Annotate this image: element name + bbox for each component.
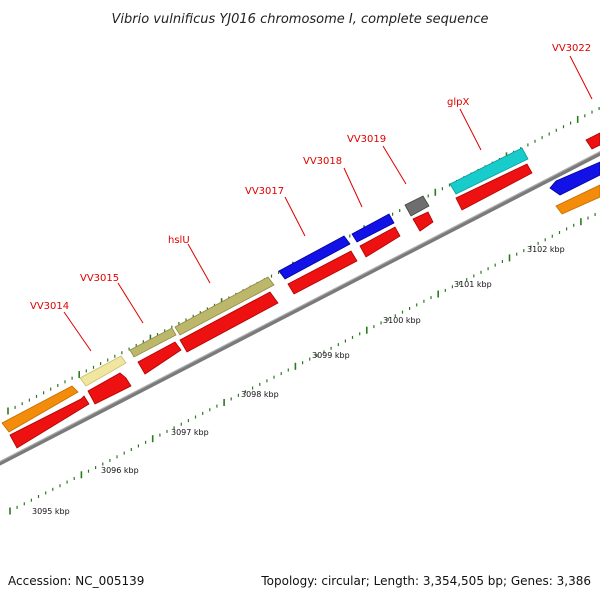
gene-feature[interactable]: [555, 184, 600, 215]
gene-label: VV3014: [30, 301, 69, 312]
coordinate-labels: 3095 kbp 3096 kbp 3097 kbp 3098 kbp 3099…: [32, 245, 565, 516]
cds-arrow[interactable]: [9, 395, 90, 449]
gene-feature[interactable]: [174, 276, 275, 336]
gene-feature[interactable]: [79, 355, 127, 387]
gene-label: VV3015: [80, 273, 119, 284]
gene-feature[interactable]: [449, 147, 529, 195]
gene-label: glpX: [447, 97, 469, 108]
cds-arrow[interactable]: [412, 211, 434, 232]
gene-feature[interactable]: [1, 385, 79, 433]
gene-label: hslU: [168, 235, 190, 246]
kbp-label: 3101 kbp: [454, 280, 492, 289]
cds-features: [9, 132, 600, 449]
coordinate-ticks-lower: [9, 213, 596, 515]
gene-label: VV3017: [245, 186, 284, 197]
gene-labels: VV3014 VV3015 hslU VV3017 VV3018 VV3019 …: [30, 43, 591, 312]
kbp-label: 3098 kbp: [241, 390, 279, 399]
cds-arrow[interactable]: [455, 163, 533, 211]
accession-text: Accession: NC_005139: [8, 574, 144, 588]
kbp-label: 3100 kbp: [383, 316, 421, 325]
cds-arrow[interactable]: [585, 132, 600, 150]
gene-feature[interactable]: [549, 161, 600, 196]
backbone: [0, 150, 600, 466]
map-title: Vibrio vulnificus YJ016 chromosome I, co…: [111, 12, 488, 27]
kbp-label: 3097 kbp: [171, 428, 209, 437]
cds-arrow[interactable]: [87, 372, 132, 405]
kbp-label: 3096 kbp: [101, 466, 139, 475]
cds-arrow[interactable]: [287, 250, 358, 295]
gene-feature[interactable]: [404, 195, 430, 217]
gene-feature[interactable]: [351, 213, 395, 243]
gene-label: VV3022: [552, 43, 591, 54]
kbp-label: 3099 kbp: [312, 351, 350, 360]
kbp-label: 3095 kbp: [32, 507, 70, 516]
gene-label-leaders: [63, 55, 593, 352]
cds-arrow[interactable]: [179, 291, 279, 353]
gene-feature[interactable]: [129, 327, 177, 358]
topology-text: Topology: circular; Length: 3,354,505 bp…: [260, 574, 591, 588]
cds-arrow[interactable]: [137, 341, 182, 375]
kbp-label: 3102 kbp: [527, 245, 565, 254]
gene-feature[interactable]: [278, 235, 351, 280]
gene-label: VV3018: [303, 156, 342, 167]
cds-arrow[interactable]: [359, 226, 401, 258]
gene-label: VV3019: [347, 134, 386, 145]
gene-features: [1, 147, 600, 433]
